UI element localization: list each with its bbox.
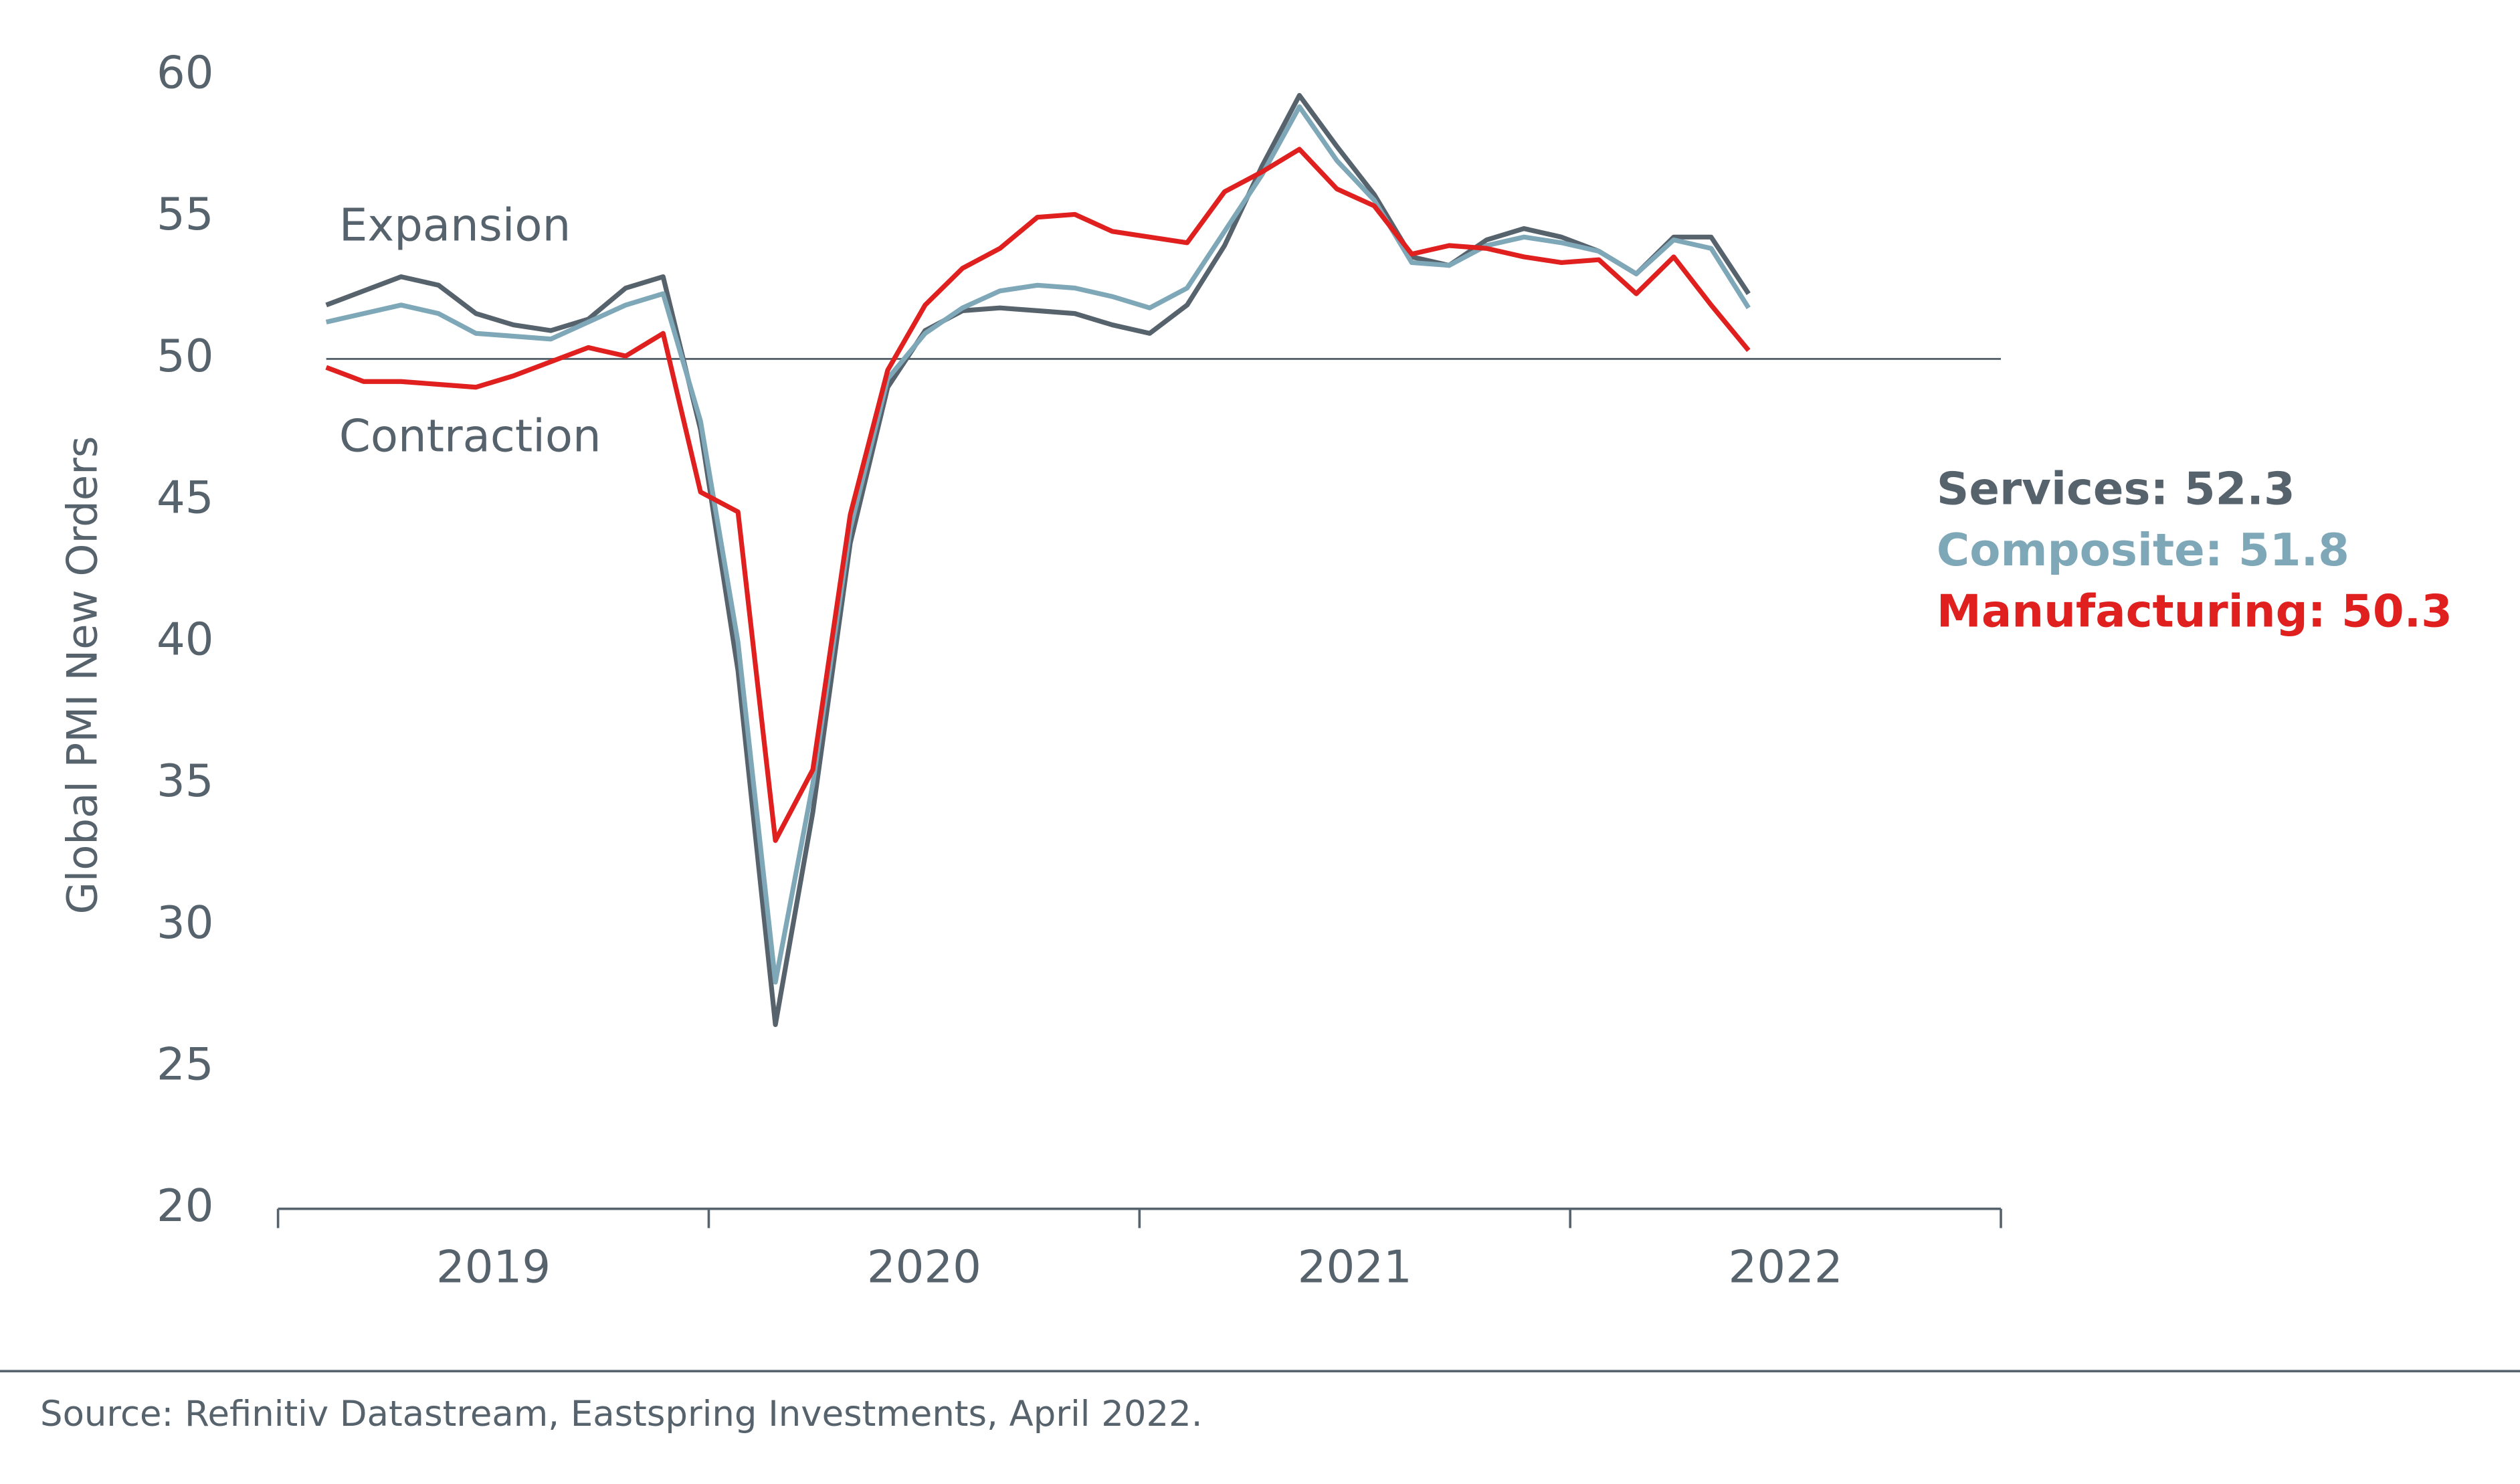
source: Source: Refinitiv Datastream, Eastspring… [40, 1394, 1202, 1434]
y-tick-label: 35 [157, 755, 214, 807]
x-tick-label: 2019 [436, 1241, 551, 1293]
series-line [325, 147, 1751, 843]
y-axis-label: Global PMI New Orders [58, 436, 106, 915]
annotation: Contraction [339, 409, 601, 462]
x-tick-label: 2021 [1298, 1241, 1412, 1293]
y-tick-label: 60 [157, 47, 214, 99]
series-line [325, 92, 1751, 1028]
y-tick-label: 25 [157, 1038, 214, 1090]
x-tick-label: 2022 [1729, 1241, 1843, 1293]
y-tick-label: 40 [157, 613, 214, 665]
legend-label: Composite: 51.8 [1937, 524, 2349, 576]
annotation: Expansion [339, 199, 571, 252]
y-tick-label: 45 [157, 472, 214, 524]
y-tick-label: 50 [157, 330, 214, 382]
y-tick-label: 30 [157, 897, 214, 949]
legend-label: Manufacturing: 50.3 [1937, 585, 2452, 637]
x-tick-label: 2020 [867, 1241, 981, 1293]
y-tick-label: 20 [157, 1180, 214, 1232]
legend-label: Services: 52.3 [1937, 463, 2295, 515]
y-tick-label: 55 [157, 188, 214, 240]
series-line [325, 104, 1751, 985]
